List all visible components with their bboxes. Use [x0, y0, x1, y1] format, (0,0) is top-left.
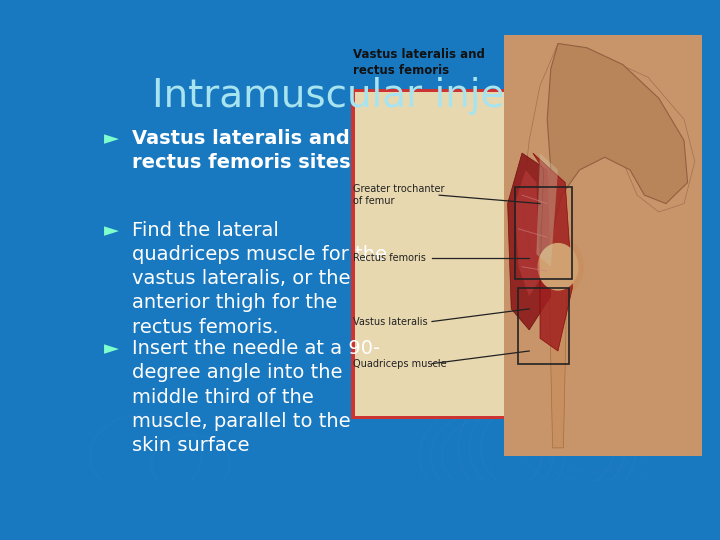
Bar [518, 288, 569, 363]
Polygon shape [533, 153, 572, 351]
Text: Greater trochanter
of femur: Greater trochanter of femur [353, 184, 444, 206]
Circle shape [539, 244, 577, 290]
Polygon shape [536, 44, 688, 246]
Text: Quadriceps muscle: Quadriceps muscle [353, 359, 446, 369]
Polygon shape [515, 170, 540, 296]
Polygon shape [536, 153, 558, 267]
Polygon shape [508, 153, 551, 330]
Text: Find the lateral
quadriceps muscle for the
vastus lateralis, or the
anterior thi: Find the lateral quadriceps muscle for t… [132, 221, 387, 337]
Text: Rectus femoris: Rectus femoris [353, 253, 426, 264]
Polygon shape [504, 35, 702, 456]
Bar [515, 187, 572, 279]
Text: Vastus lateralis and
rectus femoris sites: Vastus lateralis and rectus femoris site… [132, 129, 351, 172]
Text: Intramuscular injections: Intramuscular injections [152, 77, 620, 115]
Text: Vastus lateralis and
rectus femoris: Vastus lateralis and rectus femoris [353, 48, 485, 77]
Text: ►: ► [104, 221, 119, 240]
Polygon shape [549, 279, 567, 448]
Text: Insert the needle at a 90-
degree angle into the
middle third of the
muscle, par: Insert the needle at a 90- degree angle … [132, 339, 380, 455]
Circle shape [533, 237, 583, 296]
Text: ►: ► [104, 129, 119, 149]
Text: Vastus lateralis: Vastus lateralis [353, 316, 428, 327]
Polygon shape [522, 44, 695, 267]
Bar [351, 89, 639, 420]
Bar [355, 92, 634, 416]
Text: ►: ► [104, 339, 119, 358]
